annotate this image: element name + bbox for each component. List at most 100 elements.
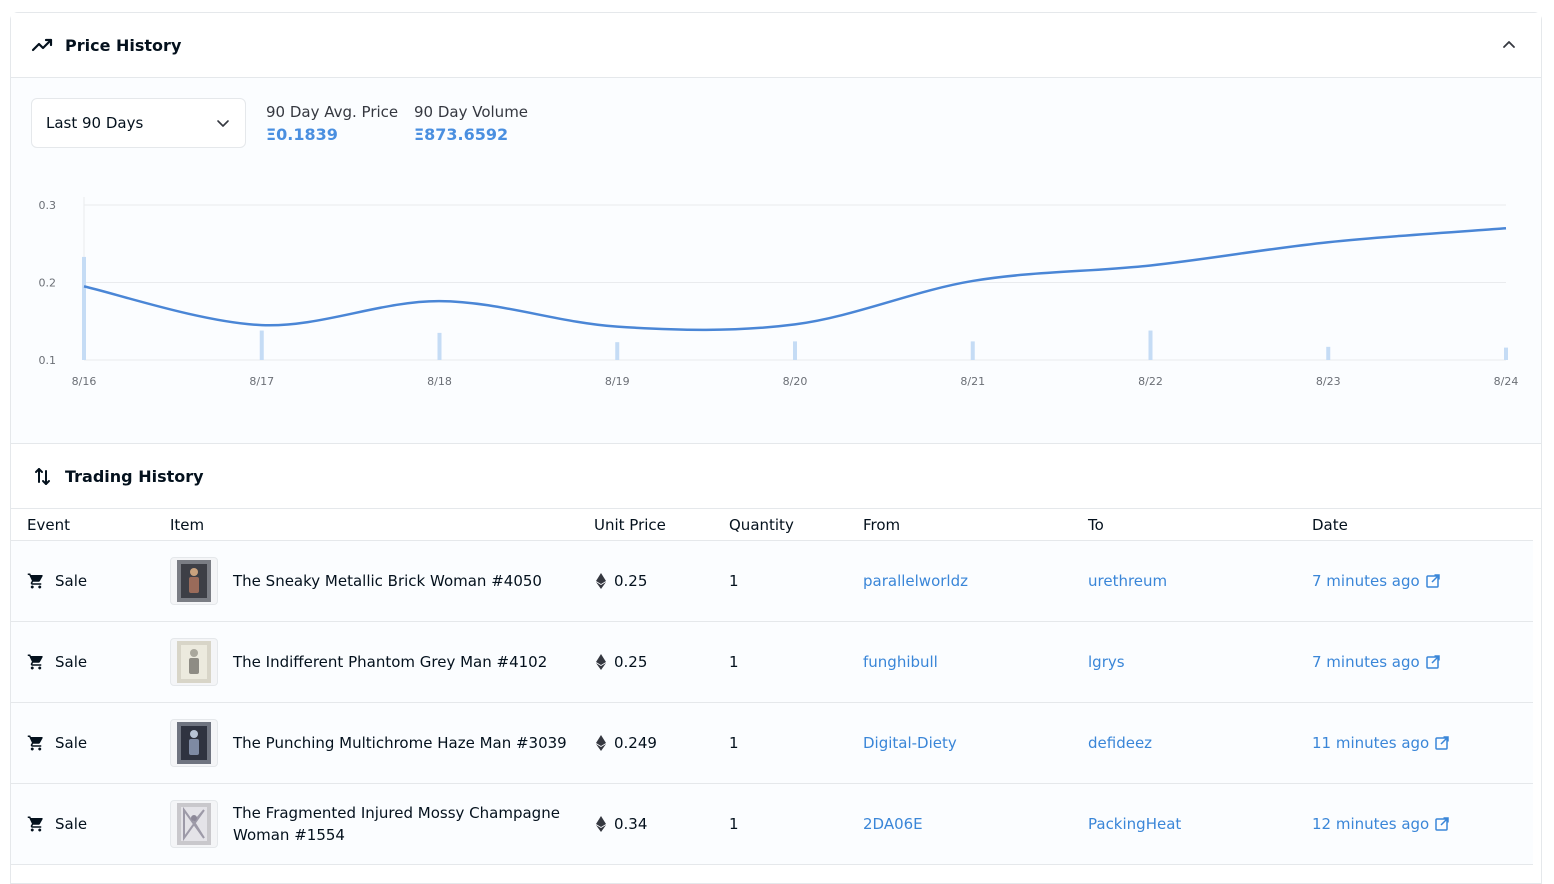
external-link-icon[interactable]	[1434, 816, 1450, 832]
item-thumbnail[interactable]	[170, 638, 218, 686]
item-name[interactable]: The Indifferent Phantom Grey Man #4102	[233, 653, 548, 671]
event-label: Sale	[55, 572, 88, 590]
price-history-title: Price History	[65, 35, 182, 55]
cart-icon	[27, 815, 45, 833]
volume-bar	[1148, 330, 1153, 360]
column-header-quantity: Quantity	[729, 516, 794, 534]
external-link-icon[interactable]	[1425, 654, 1441, 670]
date-link[interactable]: 7 minutes ago	[1312, 572, 1420, 590]
quantity-cell: 1	[729, 815, 739, 833]
x-tick-label: 8/23	[1316, 375, 1341, 388]
item-thumbnail[interactable]	[170, 719, 218, 767]
price-history-header[interactable]: Price History	[11, 13, 1541, 78]
date-cell[interactable]: 11 minutes ago	[1312, 703, 1450, 783]
unit-price: 0.25	[614, 572, 648, 590]
item-cell[interactable]: The Punching Multichrome Haze Man #3039	[170, 703, 580, 783]
ethereum-icon	[596, 654, 606, 670]
cart-icon	[27, 572, 45, 590]
price-line	[83, 227, 1507, 332]
volume-bar	[437, 332, 442, 360]
x-tick-label: 8/18	[427, 375, 452, 388]
date-cell[interactable]: 7 minutes ago	[1312, 622, 1441, 702]
item-thumbnail[interactable]	[170, 557, 218, 605]
item-name[interactable]: The Sneaky Metallic Brick Woman #4050	[233, 572, 542, 590]
item-cell[interactable]: The Fragmented Injured Mossy Champagne W…	[170, 784, 580, 864]
date-link[interactable]: 11 minutes ago	[1312, 734, 1430, 752]
unit-price: 0.25	[614, 653, 648, 671]
event-cell: Sale	[27, 703, 87, 783]
to-link[interactable]: urethreum	[1088, 572, 1168, 590]
price-chart-svg: 0.1 0.2 0.3 8/16 8/17 8/18 8/19 8/20 8/21 8/22 8/2…	[39, 197, 1518, 388]
table-row[interactable]: Sale The Punching Multichrome Haze Man #…	[11, 703, 1533, 784]
from-link[interactable]: 2DA06E	[863, 815, 923, 833]
item-cell[interactable]: The Indifferent Phantom Grey Man #4102	[170, 622, 580, 702]
item-name[interactable]: The Fragmented Injured Mossy Champagne W…	[233, 804, 560, 844]
chevron-up-icon[interactable]	[1497, 33, 1521, 57]
avg-price-stat: 90 Day Avg. Price Ξ0.1839	[266, 103, 398, 144]
y-tick-label: 0.1	[39, 354, 57, 367]
column-header-date: Date	[1312, 516, 1348, 534]
volume-stat: 90 Day Volume Ξ873.6592	[414, 103, 528, 144]
date-cell[interactable]: 12 minutes ago	[1312, 784, 1450, 864]
from-cell: Digital-Diety	[863, 703, 957, 783]
cart-icon	[27, 734, 45, 752]
item-thumbnail[interactable]	[170, 800, 218, 848]
to-link[interactable]: defideez	[1088, 734, 1153, 752]
price-cell: 0.34	[596, 784, 647, 864]
trading-history-panel: Trading History Event Item Unit Price Qu…	[10, 444, 1542, 884]
table-row[interactable]: Sale The Fragmented Injured Mossy Champa…	[11, 784, 1533, 865]
date-link[interactable]: 7 minutes ago	[1312, 653, 1420, 671]
price-cell: 0.25	[596, 622, 647, 702]
avg-price-value: Ξ0.1839	[266, 125, 338, 144]
quantity-cell: 1	[729, 653, 739, 671]
event-label: Sale	[55, 653, 88, 671]
volume-label: 90 Day Volume	[414, 103, 529, 121]
column-header-event: Event	[27, 516, 70, 534]
event-cell: Sale	[27, 541, 87, 621]
x-tick-label: 8/16	[72, 375, 97, 388]
item-name[interactable]: The Punching Multichrome Haze Man #3039	[233, 734, 567, 752]
to-link[interactable]: lgrys	[1088, 653, 1125, 671]
price-cell: 0.249	[596, 703, 657, 783]
item-cell[interactable]: The Sneaky Metallic Brick Woman #4050	[170, 541, 580, 621]
from-cell: funghibull	[863, 622, 938, 702]
to-cell: lgrys	[1088, 622, 1125, 702]
quantity-cell: 1	[729, 572, 739, 590]
time-range-value: Last 90 Days	[46, 114, 144, 132]
x-tick-label: 8/21	[960, 375, 985, 388]
column-header-unit-price: Unit Price	[594, 516, 666, 534]
volume-bar	[615, 342, 620, 360]
table-row[interactable]: Sale The Sneaky Metallic Brick Woman #40…	[11, 541, 1533, 622]
cart-icon	[27, 653, 45, 671]
trading-history-header[interactable]: Trading History	[11, 444, 1541, 509]
column-header-to: To	[1088, 516, 1104, 534]
table-row[interactable]: Sale The Indifferent Phantom Grey Man #4…	[11, 622, 1533, 703]
trading-history-title: Trading History	[65, 466, 204, 486]
y-tick-label: 0.2	[39, 277, 57, 290]
x-tick-label: 8/20	[783, 375, 808, 388]
external-link-icon[interactable]	[1434, 735, 1450, 751]
event-cell: Sale	[27, 784, 87, 864]
event-label: Sale	[55, 734, 88, 752]
x-tick-label: 8/17	[249, 375, 274, 388]
price-history-panel: Price History Last 90 Days 90 Day Avg. P…	[10, 12, 1542, 444]
volume-value: Ξ873.6592	[414, 125, 509, 144]
price-cell: 0.25	[596, 541, 647, 621]
event-cell: Sale	[27, 622, 87, 702]
external-link-icon[interactable]	[1425, 573, 1441, 589]
to-link[interactable]: PackingHeat	[1088, 815, 1182, 833]
from-cell: parallelworldz	[863, 541, 968, 621]
date-cell[interactable]: 7 minutes ago	[1312, 541, 1441, 621]
from-cell: 2DA06E	[863, 784, 923, 864]
from-link[interactable]: funghibull	[863, 653, 938, 671]
volume-bar	[1326, 346, 1331, 360]
to-cell: urethreum	[1088, 541, 1167, 621]
time-range-select[interactable]: Last 90 Days	[31, 98, 246, 148]
event-label: Sale	[55, 815, 88, 833]
to-cell: PackingHeat	[1088, 784, 1181, 864]
from-link[interactable]: Digital-Diety	[863, 734, 957, 752]
from-link[interactable]: parallelworldz	[863, 572, 968, 590]
avg-price-label: 90 Day Avg. Price	[266, 103, 399, 121]
date-link[interactable]: 12 minutes ago	[1312, 815, 1430, 833]
trending-up-icon	[31, 33, 55, 57]
